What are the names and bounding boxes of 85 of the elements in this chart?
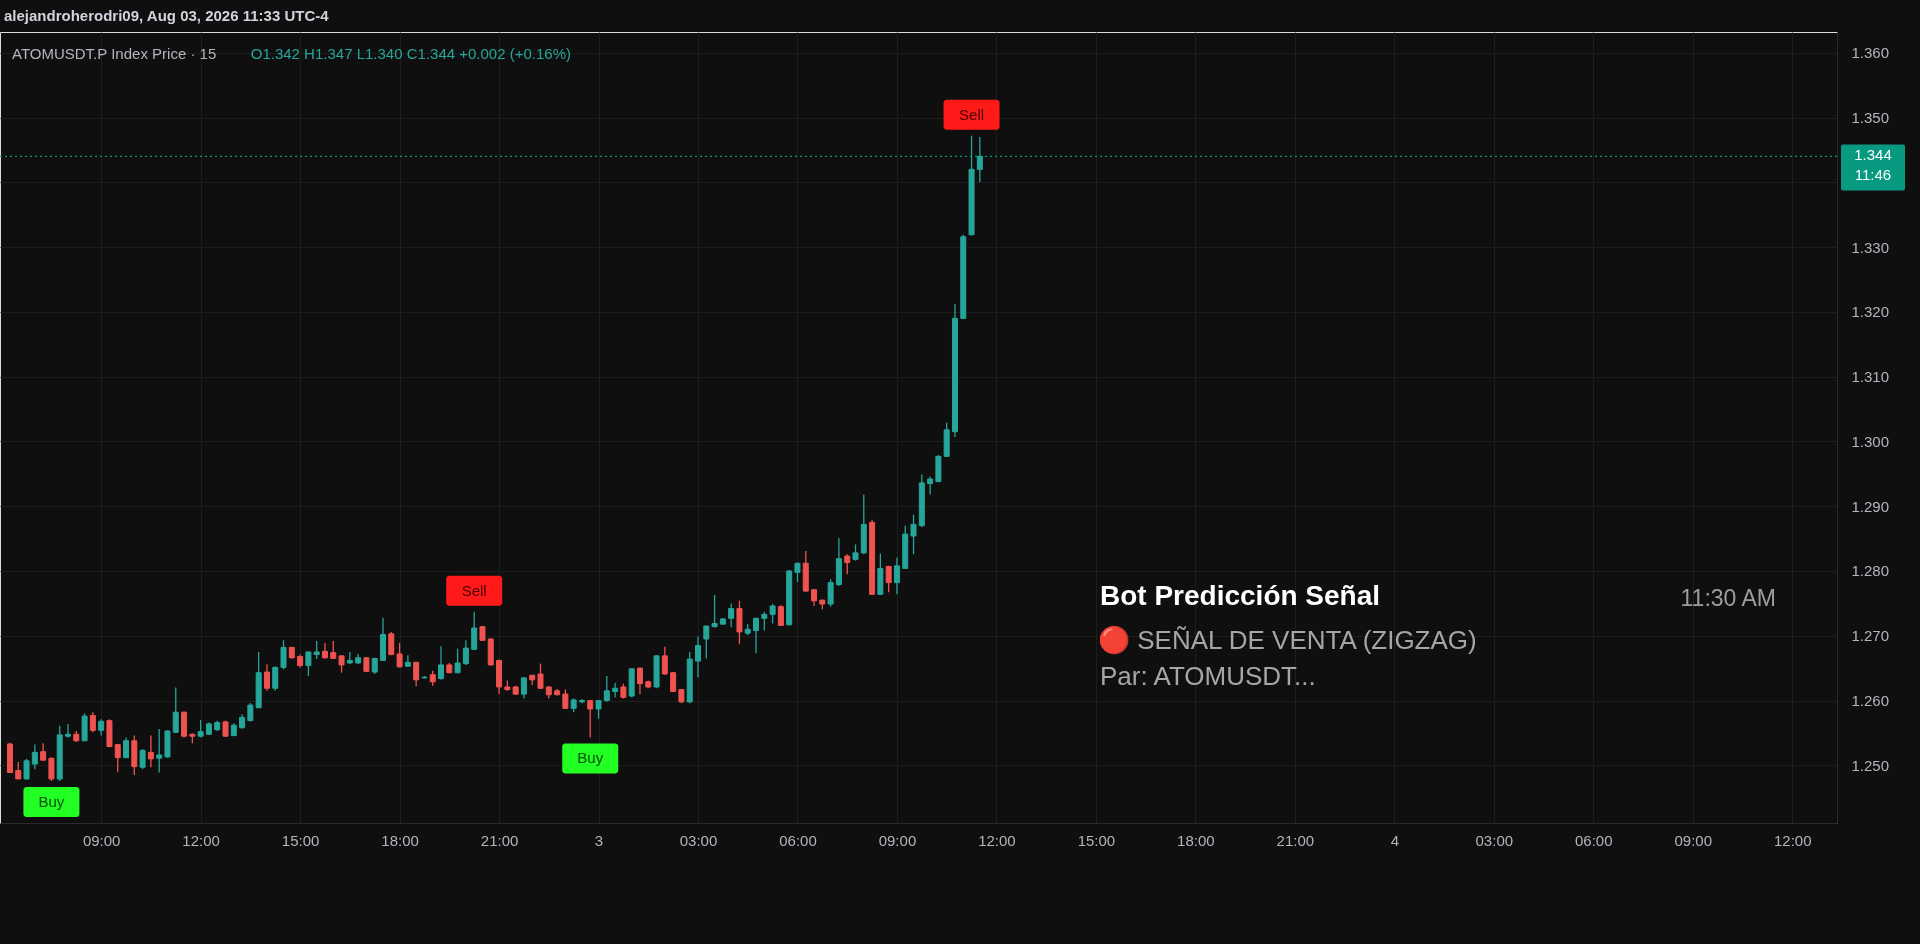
candlestick: [305, 650, 312, 677]
candlestick: [976, 136, 983, 183]
candlestick: [703, 624, 710, 660]
annotation: Par: ATOMUSDT...: [1100, 661, 1316, 691]
y-tick-label: 1.330: [1851, 238, 1890, 256]
candlestick: [23, 758, 30, 781]
annotation: 11:30 AM: [1680, 585, 1776, 611]
candlestick: [728, 602, 735, 629]
text: O1.342 H1.347 L1.340 C1.344 +0.002 (+0.16%): [250, 45, 571, 62]
y-tick-label: 1.320: [1851, 303, 1890, 321]
candlestick: [263, 663, 270, 692]
candlestick: [280, 639, 287, 671]
x-tick-label: 09:00: [878, 831, 917, 849]
candlestick: [396, 642, 403, 669]
x-tick-label: 09:00: [1674, 831, 1713, 849]
y-tick-label: 1.300: [1851, 432, 1890, 450]
text: ATOMUSDT.P Index Price · 15: [12, 45, 217, 62]
y-tick-label: 1.270: [1851, 627, 1890, 645]
candlestick: [454, 648, 461, 674]
x-tick-label: 06:00: [779, 831, 817, 849]
candlestick: [711, 594, 718, 629]
annotation: Buy: [38, 792, 65, 810]
annotation: Sell: [461, 581, 487, 599]
ref-line-label: 1.344 11:46: [1854, 146, 1892, 184]
candlestick: [462, 639, 469, 666]
annotation: Sell: [959, 105, 985, 123]
y-tick-label: 1.360: [1851, 44, 1890, 62]
candlestick: [827, 578, 834, 608]
x-tick-label: 3: [594, 831, 604, 849]
x-tick-label: 4: [1390, 831, 1399, 849]
candlestick: [893, 556, 900, 595]
candlestick: [761, 611, 768, 632]
x-tick-label: 21:00: [480, 831, 519, 849]
x-tick-label: 09:00: [82, 831, 121, 849]
x-tick-label: 21:00: [1276, 831, 1315, 849]
candlestick: [537, 662, 544, 690]
candlestick: [753, 616, 760, 654]
candlestick: [65, 723, 71, 739]
candlestick: [562, 688, 569, 710]
candlestick: [313, 640, 320, 660]
candlestick: [172, 686, 179, 734]
candlestick: [603, 675, 610, 703]
x-tick-label: 18:00: [381, 831, 419, 849]
x-tick-label: 12:00: [1773, 831, 1812, 849]
text: alejandroherodri09, Aug 03, 2026 11:33 UTC-4: [4, 7, 330, 24]
y-tick-label: 1.260: [1851, 692, 1890, 710]
x-tick-label: 15:00: [1077, 831, 1116, 849]
candlestick: [612, 682, 619, 698]
candlestick: [927, 475, 934, 496]
annotation: 🔴 SEÑAL DE VENTA (ZIGZAG): [1098, 625, 1477, 655]
candlestick: [695, 635, 701, 678]
candlestick: [438, 645, 445, 681]
candlestick: [147, 734, 154, 768]
y-tick-label: 1.310: [1851, 368, 1890, 386]
candlestick: [413, 661, 420, 687]
y-tick-label: 1.290: [1851, 497, 1890, 515]
candlestick: [844, 553, 851, 575]
annotation: Buy: [577, 749, 604, 767]
candlestick: [520, 676, 527, 700]
x-tick-label: 12:00: [978, 831, 1016, 849]
candlestick: [736, 600, 743, 645]
candlestick: [587, 699, 594, 739]
candlestick: [885, 565, 892, 594]
y-tick-label: 1.250: [1851, 756, 1890, 774]
x-tick-label: 03:00: [1475, 831, 1514, 849]
annotation: Bot Predicción Señal: [1100, 580, 1381, 611]
x-tick-label: 06:00: [1574, 831, 1613, 849]
candlestick: [404, 654, 411, 668]
candlestick: [31, 743, 38, 770]
candlestick: [89, 711, 96, 733]
candlestick: [114, 743, 121, 773]
x-tick-label: 15:00: [281, 831, 320, 849]
candlestick: [156, 728, 163, 774]
x-tick-label: 03:00: [679, 831, 718, 849]
candlestick: [661, 646, 668, 676]
y-tick-label: 1.350: [1851, 109, 1890, 127]
candlestick: [471, 611, 478, 651]
candlestick: [272, 665, 279, 692]
y-tick-label: 1.280: [1851, 562, 1890, 580]
candlestick: [636, 666, 643, 695]
candlestick: [769, 603, 776, 625]
x-tick-label: 18:00: [1177, 831, 1215, 849]
x-tick-label: 12:00: [182, 831, 220, 849]
candlestick: [139, 748, 146, 770]
candlestick: [910, 513, 917, 555]
